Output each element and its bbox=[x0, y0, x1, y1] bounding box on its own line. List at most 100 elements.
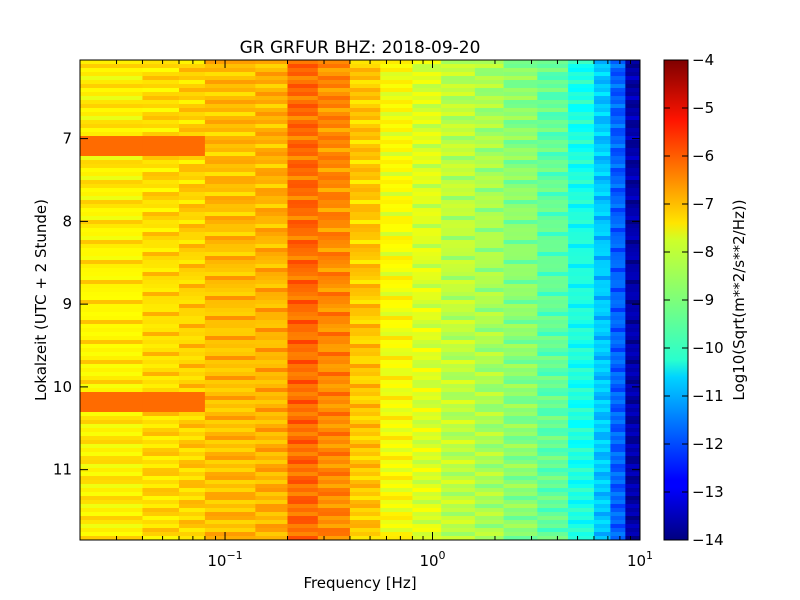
heatmap-cell bbox=[179, 96, 206, 101]
heatmap-cell bbox=[474, 164, 504, 169]
heatmap-cell bbox=[537, 288, 569, 293]
heatmap-cell bbox=[537, 124, 569, 129]
heatmap-cell bbox=[287, 416, 319, 421]
heatmap-cell bbox=[610, 192, 626, 197]
heatmap-cell bbox=[503, 484, 538, 489]
heatmap-cell bbox=[412, 152, 442, 157]
heatmap-cell bbox=[610, 64, 626, 69]
heatmap-cell bbox=[204, 256, 256, 261]
heatmap-cell bbox=[142, 244, 180, 249]
heatmap-cell bbox=[441, 264, 476, 269]
heatmap-cell bbox=[474, 388, 504, 393]
heatmap-cell bbox=[204, 472, 256, 477]
heatmap-cell bbox=[142, 400, 180, 405]
heatmap-cell bbox=[142, 92, 180, 97]
heatmap-cell bbox=[142, 284, 180, 289]
heatmap-cell bbox=[412, 524, 442, 529]
heatmap-cell bbox=[142, 168, 180, 173]
heatmap-cell bbox=[412, 124, 442, 129]
heatmap-cell bbox=[317, 420, 351, 425]
heatmap-cell bbox=[380, 288, 413, 293]
heatmap-cell bbox=[610, 320, 626, 325]
heatmap-cell bbox=[179, 284, 206, 289]
heatmap-cell bbox=[287, 488, 319, 493]
heatmap-cell bbox=[610, 396, 626, 401]
heatmap-cell bbox=[537, 180, 569, 185]
heatmap-cell bbox=[625, 248, 641, 253]
heatmap-cell bbox=[503, 508, 538, 513]
heatmap-cell bbox=[142, 328, 180, 333]
heatmap-cell bbox=[593, 532, 611, 537]
heatmap-cell bbox=[287, 208, 319, 213]
heatmap-cell bbox=[503, 112, 538, 117]
heatmap-cell bbox=[568, 400, 595, 405]
heatmap-cell bbox=[142, 416, 180, 421]
heatmap-cell bbox=[441, 84, 476, 89]
heatmap-cell bbox=[537, 464, 569, 469]
heatmap-cell bbox=[204, 360, 256, 365]
heatmap-cell bbox=[287, 260, 319, 265]
heatmap-cell bbox=[568, 268, 595, 273]
heatmap-cell bbox=[537, 104, 569, 109]
heatmap-cell bbox=[593, 332, 611, 337]
heatmap-cell bbox=[503, 148, 538, 153]
heatmap-cell bbox=[255, 404, 288, 409]
heatmap-cell bbox=[80, 492, 143, 497]
heatmap-cell bbox=[287, 120, 319, 125]
heatmap-cell bbox=[412, 484, 442, 489]
heatmap-cell bbox=[593, 464, 611, 469]
heatmap-cell bbox=[317, 252, 351, 257]
heatmap-cell bbox=[537, 224, 569, 229]
heatmap-cell bbox=[412, 260, 442, 265]
heatmap-cell bbox=[80, 516, 143, 521]
heatmap-cell bbox=[255, 504, 288, 509]
heatmap-cell bbox=[204, 120, 256, 125]
heatmap-cell bbox=[179, 352, 206, 357]
heatmap-cell bbox=[474, 424, 504, 429]
heatmap-cell bbox=[80, 432, 143, 437]
x-axis-label: Frequency [Hz] bbox=[303, 574, 416, 592]
heatmap-cell bbox=[610, 360, 626, 365]
heatmap-cell bbox=[537, 468, 569, 473]
heatmap-cell bbox=[255, 396, 288, 401]
heatmap-cell bbox=[380, 180, 413, 185]
heatmap-cell bbox=[255, 132, 288, 137]
heatmap-cell bbox=[412, 532, 442, 537]
heatmap-cell bbox=[142, 504, 180, 509]
heatmap-cell bbox=[142, 288, 180, 293]
heatmap-cell bbox=[204, 136, 256, 141]
heatmap-cell bbox=[255, 60, 288, 65]
heatmap-cell bbox=[474, 176, 504, 181]
heatmap-cell bbox=[610, 328, 626, 333]
heatmap-cell bbox=[287, 480, 319, 485]
heatmap-cell bbox=[80, 204, 143, 209]
heatmap-cell bbox=[380, 240, 413, 245]
heatmap-cell bbox=[204, 376, 256, 381]
heatmap-cell bbox=[255, 308, 288, 313]
heatmap-cell bbox=[412, 280, 442, 285]
heatmap-cell bbox=[204, 332, 256, 337]
heatmap-cell bbox=[317, 348, 351, 353]
heatmap-cell bbox=[349, 412, 381, 417]
x-tick-label: 100 bbox=[419, 549, 445, 570]
heatmap-cell bbox=[474, 284, 504, 289]
heatmap-cell bbox=[317, 128, 351, 133]
heatmap-cell bbox=[142, 232, 180, 237]
y-tick-label: 7 bbox=[62, 130, 72, 148]
heatmap-cell bbox=[412, 184, 442, 189]
heatmap-cell bbox=[287, 168, 319, 173]
heatmap-cell bbox=[204, 292, 256, 297]
heatmap-cell bbox=[179, 440, 206, 445]
heatmap-cell bbox=[287, 396, 319, 401]
heatmap-cell bbox=[255, 200, 288, 205]
heatmap-cell bbox=[474, 452, 504, 457]
heatmap-cell bbox=[80, 64, 143, 69]
heatmap-cell bbox=[503, 160, 538, 165]
heatmap-cell bbox=[349, 420, 381, 425]
heatmap-cell bbox=[441, 240, 476, 245]
heatmap-cell bbox=[474, 520, 504, 525]
heatmap-cell bbox=[568, 324, 595, 329]
heatmap-cell bbox=[317, 528, 351, 533]
heatmap-cell bbox=[287, 424, 319, 429]
heatmap-cell bbox=[179, 316, 206, 321]
